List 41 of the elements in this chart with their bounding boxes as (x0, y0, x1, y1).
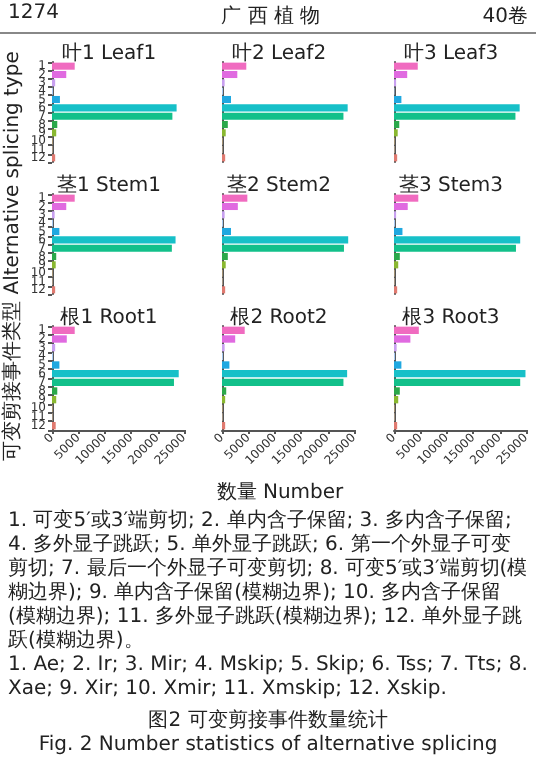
bar (52, 62, 75, 70)
text: 1274 (8, 2, 59, 28)
bar (393, 236, 520, 244)
bar (393, 244, 516, 252)
bar (393, 194, 418, 202)
bar (52, 194, 75, 202)
bar (222, 202, 239, 211)
text: 1. Ae; 2. Ir; 3. Mir; 4. Mskip; 5. Skip; 6. Tss; 7. Tts; 8. Xae; 9. Xir; 10. Xmir; 11. Xmskip; 12. Xskip. (8, 654, 528, 702)
bar (222, 236, 349, 244)
bar (52, 104, 177, 112)
chart-title: 茎3 Stem3 (398, 173, 503, 197)
text: 1. 可变5′或3′端剪切; 2. 单内含子保留; 3. 多内含子保留; 4. 多外显子跳跃; 5. 单外显子跳跃; 6. 第一个外显子可变剪切; 7. 最后一个外显子可变剪切; 8. 可变5′或3′端剪切(模糊边界); 9. 单内含子保留(模糊边界); 10. 多内含子保留(模糊边界); 11. 多外显子跳跃(模糊边界); 12. 单外显子跳跃(模糊边界)。 (8, 510, 528, 654)
chart-title: 茎1 Stem1 (56, 173, 162, 197)
caption: Fig. 2 Number statistics of alternative splicing (36, 734, 500, 758)
chart-title: 叶2 Leaf2 (232, 41, 327, 65)
bar (393, 227, 402, 236)
chart-title: 根3 Root3 (401, 305, 499, 329)
bar (222, 244, 345, 252)
chart-title: 根2 Root2 (231, 305, 329, 329)
text: 广 西 植 物 (221, 3, 321, 30)
bar (52, 112, 173, 120)
bar (52, 202, 67, 211)
bar (52, 227, 60, 236)
bar (222, 194, 248, 202)
bar (393, 252, 400, 261)
bar (52, 95, 60, 104)
chart-title: 根1 Root1 (60, 305, 158, 329)
bar (52, 70, 67, 79)
chart-title: 茎2 Stem2 (227, 173, 332, 197)
bar (52, 244, 172, 252)
caption: 图2 可变剪接事件数量统计 (146, 710, 390, 734)
bar (52, 120, 58, 129)
bar (393, 202, 408, 211)
bar (222, 252, 229, 261)
x-axis-title: 数量 Number (214, 480, 346, 506)
chart-title: 叶1 Leaf1 (61, 41, 157, 65)
y-axis-title: 可变剪接事件类型 Alternative splicing type (0, 51, 26, 461)
bar (222, 227, 232, 236)
text: 40卷 (482, 4, 528, 30)
chart-title: 叶3 Leaf3 (403, 41, 498, 65)
bar (52, 236, 176, 244)
